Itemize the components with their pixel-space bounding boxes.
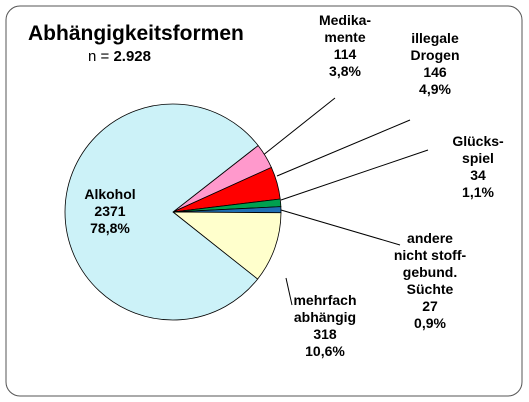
n-label: n = (88, 48, 110, 65)
slice-label: illegale Drogen 146 4,9% (411, 30, 460, 98)
category: Alkohol (84, 186, 136, 202)
category: mehrfach abhängig (293, 292, 357, 325)
count: 318 (313, 326, 337, 342)
leader-line (280, 209, 401, 246)
n-value: 2.928 (113, 48, 151, 65)
percent: 4,9% (419, 81, 451, 97)
pie-slice (171, 211, 282, 280)
count: 34 (470, 167, 486, 183)
count: 146 (423, 64, 447, 80)
category: illegale Drogen (410, 30, 460, 63)
count: 114 (333, 46, 357, 62)
leader-line (276, 119, 411, 177)
slice-label: mehrfach abhängig 318 10,6% (293, 292, 356, 360)
slice-label: Alkohol 2371 78,8% (84, 186, 135, 237)
count: 27 (422, 298, 438, 314)
slice-label: Glücks- spiel 34 1,1% (452, 133, 503, 201)
slice-label: andere nicht stoff- gebund. Süchte 27 0,9% (394, 230, 466, 332)
subtitle: n = 2.928 (88, 48, 151, 65)
slice-label: Medika- mente 114 3,8% (319, 12, 371, 80)
percent: 10,6% (305, 343, 345, 359)
category: Medika- mente (318, 12, 372, 45)
percent: 78,8% (90, 220, 130, 236)
percent: 0,9% (414, 315, 446, 331)
pie (64, 103, 282, 321)
leader-line (261, 97, 336, 157)
count: 2371 (94, 203, 126, 219)
leader-lines (261, 97, 429, 306)
percent: 3,8% (329, 63, 361, 79)
chart-title: Abhängigkeitsformen (28, 22, 244, 45)
leader-line (285, 277, 293, 306)
category: Glücks- spiel (452, 133, 504, 166)
category: andere nicht stoff- gebund. Süchte (393, 230, 467, 297)
percent: 1,1% (462, 184, 494, 200)
leader-line (280, 149, 429, 201)
pie-slice (64, 103, 259, 321)
